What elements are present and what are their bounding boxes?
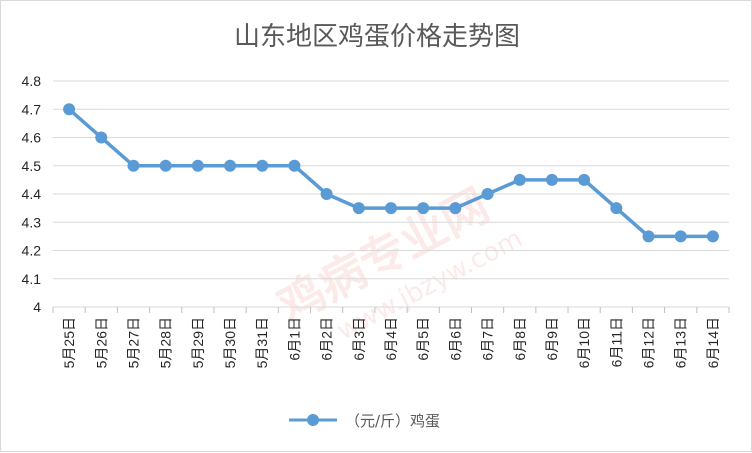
data-point — [449, 202, 462, 215]
x-tick-label: 6月12日 — [641, 317, 657, 368]
data-point — [63, 103, 76, 116]
y-tick-label: 4.2 — [22, 243, 42, 259]
x-tick-label: 6月4日 — [383, 317, 399, 361]
x-tick-label: 5月27日 — [125, 317, 141, 368]
x-tick-label: 6月2日 — [319, 317, 335, 361]
x-tick-label: 6月8日 — [512, 317, 528, 361]
x-tick-label: 5月30日 — [222, 317, 238, 368]
legend-marker — [307, 414, 319, 426]
data-point — [481, 188, 494, 200]
data-point — [256, 159, 269, 172]
y-tick-label: 4.4 — [22, 186, 42, 202]
data-point — [417, 202, 430, 215]
y-tick-label: 4.1 — [22, 271, 42, 287]
data-point — [706, 230, 719, 243]
x-axis: 5月25日 5月26日 5月27日 5月28日 5月29日 5月30日 5月31日 6月1日 6… — [52, 307, 730, 368]
legend: （元/斤）鸡蛋 — [289, 412, 440, 430]
data-point — [224, 159, 237, 172]
x-tick-label: 5月28日 — [158, 317, 174, 368]
y-tick-label: 4.6 — [22, 130, 42, 146]
chart-title: 山东地区鸡蛋价格走势图 — [234, 22, 520, 52]
x-tick-label: 5月29日 — [190, 317, 206, 368]
y-tick-label: 4.7 — [22, 101, 42, 117]
data-point — [95, 131, 108, 144]
series-line — [63, 103, 719, 243]
data-point — [610, 202, 623, 215]
data-point — [545, 173, 558, 186]
data-point — [191, 159, 204, 172]
data-point — [288, 159, 301, 172]
series-polyline — [67, 107, 713, 239]
y-tick-label: 4.5 — [22, 158, 42, 174]
data-point — [320, 188, 333, 200]
y-tick-label: 4.3 — [22, 214, 42, 230]
data-point — [578, 173, 591, 186]
x-tick-label: 6月11日 — [608, 317, 624, 367]
data-point — [642, 230, 655, 243]
x-tick-label: 6月14日 — [705, 317, 721, 368]
x-tick-label: 5月26日 — [93, 317, 109, 368]
x-tick-label: 6月6日 — [447, 317, 463, 361]
y-tick-label: 4 — [33, 299, 41, 315]
x-tick-label: 6月5日 — [415, 317, 431, 361]
y-tick-label: 4.8 — [22, 73, 42, 89]
data-point — [385, 202, 397, 215]
y-axis: 4 4.1 4.2 4.3 4.4 4.5 4.6 4.7 4.8 — [22, 73, 42, 315]
data-point — [513, 173, 526, 186]
x-tick-label: 6月13日 — [673, 317, 689, 368]
data-point — [674, 230, 687, 243]
x-tick-label: 5月25日 — [61, 317, 77, 368]
x-tick-label: 5月31日 — [254, 317, 270, 368]
x-tick-label: 6月10日 — [576, 317, 592, 368]
x-tick-label: 6月7日 — [480, 317, 496, 361]
x-tick-label: 6月3日 — [351, 317, 367, 361]
data-point — [159, 159, 172, 172]
data-point — [127, 159, 140, 172]
data-point — [352, 202, 365, 215]
legend-label: （元/斤）鸡蛋 — [345, 412, 440, 430]
x-tick-label: 6月9日 — [544, 317, 560, 361]
x-tick-label: 6月1日 — [286, 317, 302, 361]
